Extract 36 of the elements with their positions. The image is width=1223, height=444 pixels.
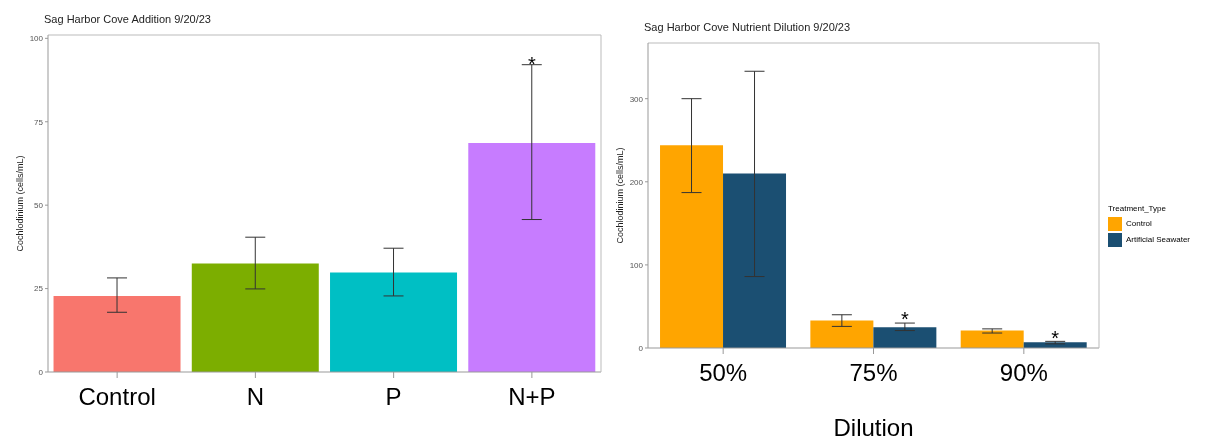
y-tick-label: 25	[34, 284, 44, 294]
x-tick-label: 75%	[849, 359, 898, 387]
y-axis-title: Cochlodinium (cells/mL)	[15, 155, 26, 252]
bar	[660, 145, 724, 348]
y-tick-label: 300	[629, 94, 644, 104]
y-tick-label: 100	[29, 34, 44, 44]
y-tick-label: 0	[638, 343, 644, 353]
bar	[468, 143, 596, 372]
legend-title: Treatment_Type	[1108, 203, 1167, 213]
bar	[723, 173, 787, 348]
bar	[873, 327, 937, 348]
bar	[810, 320, 874, 348]
y-tick-label: 0	[38, 367, 44, 377]
bar	[960, 330, 1024, 348]
chart-title: Sag Harbor Cove Nutrient Dilution 9/20/23	[644, 21, 851, 33]
x-tick-label: P	[385, 383, 402, 411]
annotation: *	[527, 52, 536, 75]
x-tick-label: 50%	[699, 359, 748, 387]
y-tick-label: 50	[34, 201, 44, 211]
annotation: *	[900, 308, 909, 331]
bar	[330, 272, 458, 372]
x-tick-label: N	[246, 383, 265, 411]
x-axis-title: Dilution	[833, 414, 914, 441]
bar	[53, 295, 181, 372]
x-tick-label: N+P	[508, 383, 556, 411]
legend-label: Control	[1126, 219, 1152, 228]
annotation: *	[1051, 326, 1060, 349]
x-tick-label: Control	[78, 383, 156, 411]
x-tick-label: 90%	[999, 359, 1048, 387]
chart-title: Sag Harbor Cove Addition 9/20/23	[44, 13, 211, 25]
legend-label: Artificial Seawater	[1126, 235, 1191, 244]
y-tick-label: 75	[34, 117, 44, 127]
bar	[191, 263, 319, 372]
y-tick-label: 100	[629, 260, 644, 270]
y-tick-label: 200	[629, 177, 644, 187]
y-axis-title: Cochlodinium (cells/mL)	[615, 147, 626, 244]
